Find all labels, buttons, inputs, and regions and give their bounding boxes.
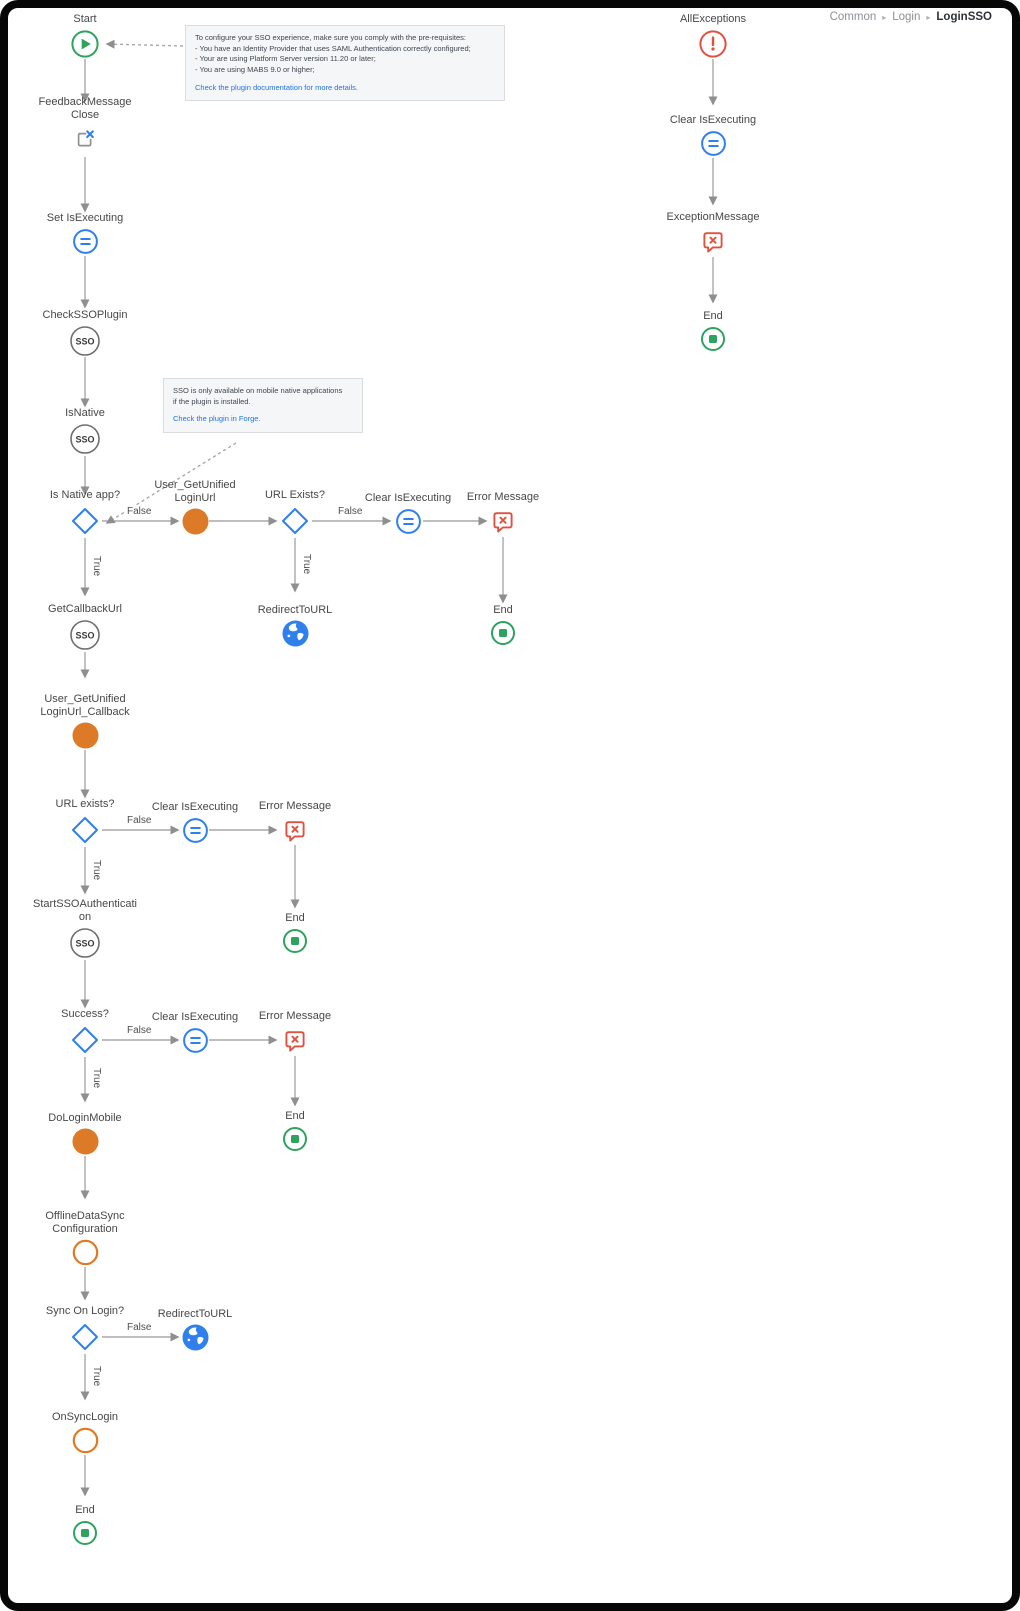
node-label-end-1: End (493, 604, 513, 617)
feedback-close-icon[interactable] (70, 125, 100, 155)
breadcrumb-item-login[interactable]: Login (892, 11, 921, 23)
node-label-error-message-2: Error Message (258, 800, 332, 813)
node-label-end-2: End (285, 912, 305, 925)
server-action-icon[interactable] (72, 722, 99, 749)
exception-icon[interactable] (698, 29, 728, 59)
start-icon[interactable] (70, 29, 100, 59)
node-label-is-native-app-decision: Is Native app? (49, 489, 121, 502)
note-text-line: if the plugin is installed. (173, 396, 251, 406)
node-label-error-message-3: Error Message (258, 1010, 332, 1023)
branch-label-false: False (126, 506, 153, 517)
note-text-line: To configure your SSO experience, make s… (195, 33, 466, 42)
node-label-redirect-to-url-1: RedirectToURL (257, 603, 333, 616)
node-label-error-message-1: Error Message (466, 491, 540, 504)
note-text-line: - You are using MABS 9.0 or higher; (195, 64, 315, 74)
node-label-all-exceptions: AllExceptions (679, 13, 747, 26)
client-action-icon[interactable] (72, 1427, 99, 1454)
branch-label-false: False (337, 506, 364, 517)
sso-action-icon[interactable]: SSO (69, 619, 101, 651)
node-label-redirect-to-url-2: RedirectToURL (157, 1307, 233, 1320)
decision-icon[interactable] (69, 505, 101, 537)
node-label-set-isexecuting: Set IsExecuting (46, 211, 124, 224)
assign-icon[interactable] (72, 228, 99, 255)
end-icon[interactable] (282, 928, 308, 954)
server-action-icon[interactable] (72, 1128, 99, 1155)
node-label-do-login-mobile: DoLoginMobile (48, 1111, 122, 1124)
sso-action-icon[interactable]: SSO (69, 927, 101, 959)
client-action-icon[interactable] (72, 1239, 99, 1266)
error-message-icon[interactable] (281, 1026, 309, 1054)
node-label-clear-isexecuting-2: Clear IsExecuting (151, 800, 239, 813)
node-label-clear-isexecuting-exception: Clear IsExecuting (669, 113, 757, 126)
node-label-clear-isexecuting-3: Clear IsExecuting (151, 1010, 239, 1023)
decision-icon[interactable] (69, 814, 101, 846)
node-label-end-3: End (285, 1110, 305, 1123)
svg-text:SSO: SSO (75, 939, 94, 949)
svg-text:SSO: SSO (75, 631, 94, 641)
branch-label-true: True (301, 554, 312, 575)
error-message-icon[interactable] (699, 227, 727, 255)
node-label-start-sso-authentication: StartSSOAuthentication (33, 898, 137, 924)
svg-text:SSO: SSO (75, 337, 94, 347)
node-label-is-native: IsNative (65, 407, 105, 420)
branch-label-true: True (91, 1068, 102, 1089)
note-text-line: SSO is only available on mobile native a… (173, 386, 343, 395)
assign-icon[interactable] (182, 817, 209, 844)
node-label-get-callback-url: GetCallbackUrl (48, 603, 122, 616)
breadcrumb: Common ▸ Login ▸ LoginSSO (830, 11, 992, 23)
redirect-globe-icon[interactable] (282, 620, 309, 647)
branch-label-false: False (126, 1322, 153, 1333)
branch-label-true: True (91, 1366, 102, 1387)
node-label-user-getunified-loginurl: User_GetUnified LoginUrl (154, 478, 236, 504)
decision-icon[interactable] (69, 1321, 101, 1353)
branch-label-true: True (91, 860, 102, 881)
node-label-end-4: End (75, 1504, 95, 1517)
note-link[interactable]: Check the plugin documentation for more … (195, 82, 359, 92)
sso-action-icon[interactable]: SSO (69, 423, 101, 455)
comment-note-2[interactable]: SSO is only available on mobile native a… (163, 378, 363, 433)
note-text-line: - Your are using Platform Server version… (195, 54, 376, 64)
end-icon[interactable] (700, 326, 726, 352)
breadcrumb-separator-icon: ▸ (882, 12, 887, 22)
node-label-user-getunified-loginurl-callback: User_GetUnified LoginUrl_Callback (40, 692, 130, 718)
node-label-clear-isexecuting-1: Clear IsExecuting (364, 491, 452, 504)
branch-label-true: True (91, 556, 102, 577)
node-label-check-sso-plugin: CheckSSOPlugin (42, 309, 128, 322)
decision-icon[interactable] (69, 1024, 101, 1056)
branch-label-false: False (126, 1025, 153, 1036)
breadcrumb-item-common[interactable]: Common (829, 11, 877, 23)
node-label-url-exists-decision-1: URL Exists? (264, 489, 326, 502)
decision-icon[interactable] (279, 505, 311, 537)
sso-action-icon[interactable]: SSO (69, 325, 101, 357)
node-label-end-exception: End (703, 310, 723, 323)
redirect-globe-icon[interactable] (182, 1324, 209, 1351)
branch-label-false: False (126, 815, 153, 826)
server-action-icon[interactable] (182, 508, 209, 535)
note-link[interactable]: Check the plugin in Forge. (173, 414, 261, 424)
node-label-feedback-message-close: FeedbackMessage Close (38, 96, 132, 122)
assign-icon[interactable] (395, 508, 422, 535)
node-label-sync-on-login-decision: Sync On Login? (45, 1305, 125, 1318)
node-label-url-exists-decision-2: URL exists? (55, 798, 115, 811)
assign-icon[interactable] (182, 1027, 209, 1054)
error-message-icon[interactable] (281, 816, 309, 844)
comment-dashed-connector (105, 39, 184, 49)
error-message-icon[interactable] (489, 507, 517, 535)
node-label-exception-message: ExceptionMessage (666, 211, 760, 224)
comment-note-1[interactable]: To configure your SSO experience, make s… (185, 25, 505, 102)
node-label-on-sync-login: OnSyncLogin (51, 1410, 119, 1423)
note-text-line: - You have an Identity Provider that use… (195, 43, 471, 53)
end-icon[interactable] (72, 1520, 98, 1546)
breadcrumb-item-loginsso[interactable]: LoginSSO (936, 11, 992, 23)
assign-icon[interactable] (700, 130, 727, 157)
end-icon[interactable] (490, 620, 516, 646)
node-label-success-decision: Success? (61, 1008, 109, 1021)
svg-text:SSO: SSO (75, 435, 94, 445)
end-icon[interactable] (282, 1126, 308, 1152)
node-label-start: Start (73, 13, 97, 26)
breadcrumb-separator-icon: ▸ (926, 12, 931, 22)
node-label-offline-data-sync-configuration: OfflineDataSync Configuration (45, 1209, 125, 1235)
